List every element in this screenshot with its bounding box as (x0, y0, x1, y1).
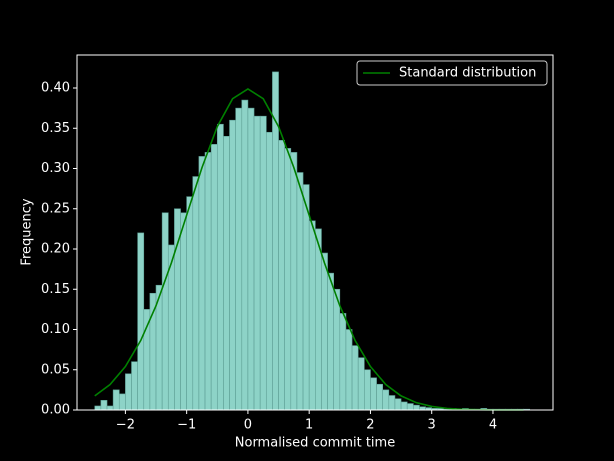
bar (223, 136, 230, 411)
bar (241, 99, 249, 411)
bar (186, 196, 194, 411)
bar (106, 405, 114, 411)
x-tick-label: 2 (366, 418, 374, 433)
y-tick-label: 0.00 (41, 403, 70, 418)
bar (265, 131, 273, 411)
bar (333, 288, 341, 411)
bar (364, 369, 371, 411)
x-tick-label: 0 (244, 418, 252, 433)
bar (210, 144, 218, 411)
bar (216, 123, 224, 411)
bar (413, 404, 420, 411)
bar (125, 373, 132, 411)
bar (290, 152, 298, 411)
bar (394, 398, 402, 411)
legend-label: Standard distribution (399, 66, 536, 81)
x-tick-label: 1 (305, 418, 313, 433)
y-tick-label: 0.30 (41, 161, 70, 176)
y-tick-label: 0.15 (41, 282, 70, 297)
bar (198, 156, 206, 411)
x-tick-label: 4 (489, 418, 497, 433)
bar (100, 400, 108, 411)
bar (259, 115, 267, 411)
bar (308, 220, 316, 411)
bar (247, 107, 255, 411)
bar (112, 389, 120, 411)
bar (357, 357, 365, 411)
bar (376, 383, 383, 411)
bar (143, 309, 151, 411)
y-tick-label: 0.20 (41, 242, 70, 257)
bar (296, 172, 304, 411)
bar (278, 140, 285, 411)
bar (94, 405, 102, 411)
bar (131, 361, 138, 411)
plot-frame (76, 54, 554, 411)
y-tick-label: 0.40 (41, 81, 70, 96)
bar (321, 252, 328, 411)
bar (284, 148, 292, 411)
bar (382, 389, 390, 411)
bar (388, 395, 396, 411)
bar (253, 115, 261, 411)
bar (235, 107, 243, 411)
bar (204, 152, 212, 411)
bar (339, 313, 347, 411)
x-tick-label: −1 (177, 418, 196, 433)
bar (118, 393, 126, 411)
bar (137, 232, 145, 411)
bar (400, 401, 408, 411)
x-tick-label: −2 (116, 418, 135, 433)
legend-box (356, 60, 548, 86)
bar (370, 377, 377, 411)
bar (180, 212, 187, 411)
y-tick-label: 0.05 (41, 362, 70, 377)
bar (161, 212, 169, 411)
bar (302, 184, 310, 411)
y-tick-label: 0.10 (41, 322, 70, 337)
curve-line (94, 87, 524, 411)
bar (327, 272, 334, 411)
bar (315, 228, 322, 411)
y-tick-label: 0.35 (41, 121, 70, 136)
x-tick-label: 3 (428, 418, 436, 433)
y-tick-label: 0.25 (41, 201, 70, 216)
bar (406, 403, 414, 411)
x-axis-label: Normalised commit time (235, 436, 395, 451)
y-axis-label: Frequency (20, 198, 35, 265)
bar (345, 329, 353, 411)
bar (192, 176, 200, 411)
bar (351, 345, 359, 411)
bar (229, 119, 236, 411)
